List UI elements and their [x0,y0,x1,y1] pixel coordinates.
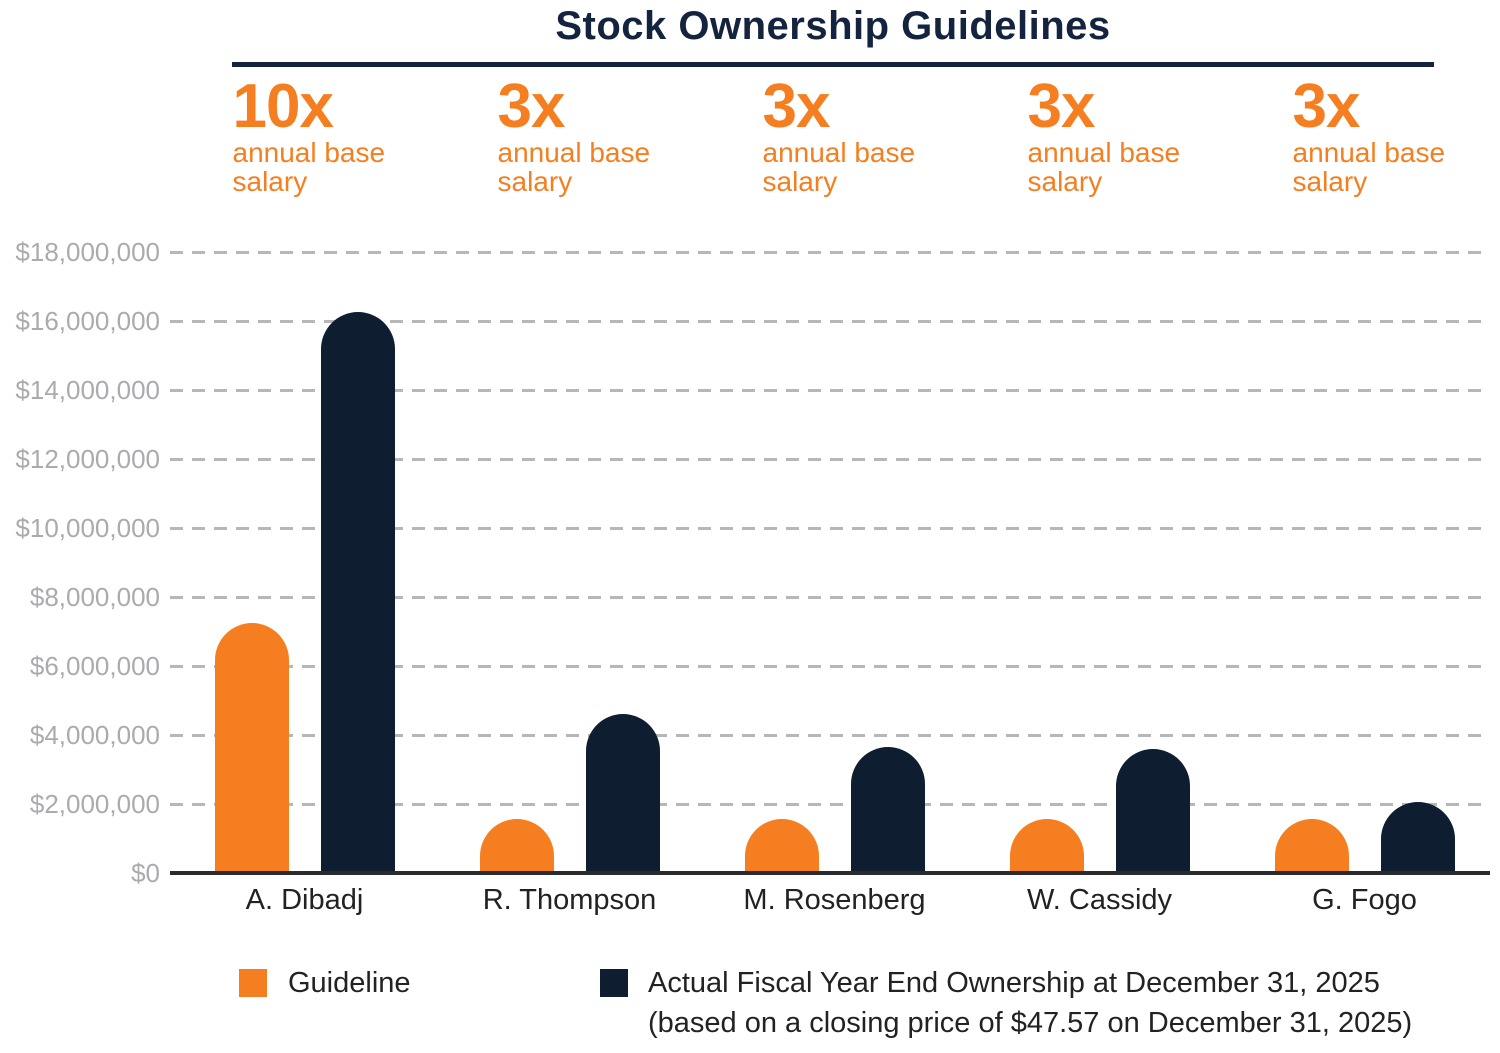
multiplier-label-line1: annual base [1292,137,1446,168]
gridline-18000000 [170,251,1490,254]
multiplier-label-line2: salary [1027,166,1103,197]
y-tick-label-10000000: $10,000,000 [15,513,160,543]
multiplier-value: 10x [232,72,334,141]
bar-actual-a-dibadj [320,312,395,871]
multiplier-label-line1: annual base [1027,137,1181,168]
multiplier-value: 3x [1292,72,1361,141]
x-axis-label-a-dibadj: A. Dibadj [245,884,364,916]
bar-guideline-g-fogo [1274,819,1349,871]
multiplier-w-cassidy: 3x annual base salary [1027,72,1258,197]
bar-guideline-w-cassidy [1009,819,1084,871]
gridline-8000000 [170,596,1490,599]
bar-actual-w-cassidy [1115,749,1190,871]
multiplier-label-line2: salary [232,166,308,197]
bar-actual-m-rosenberg [850,747,925,871]
y-tick-label-4000000: $4,000,000 [29,720,160,750]
y-tick-label-0: $0 [131,858,160,888]
x-axis-line [170,871,1490,875]
multiplier-m-rosenberg: 3x annual base salary [762,72,993,197]
legend-label-actual: Actual Fiscal Year End Ownership at Dece… [648,963,1412,1043]
chart-title: Stock Ownership Guidelines [555,4,1111,48]
multiplier-label-line2: salary [497,166,573,197]
multiplier-label-line2: salary [1292,166,1368,197]
gridline-6000000 [170,665,1490,668]
x-axis-label-m-rosenberg: M. Rosenberg [743,884,926,916]
multiplier-label-line1: annual base [232,137,386,168]
y-tick-label-12000000: $12,000,000 [15,444,160,474]
legend-swatch-actual [600,969,628,997]
x-axis-label-g-fogo: G. Fogo [1312,884,1417,916]
bar-guideline-m-rosenberg [744,819,819,871]
bar-guideline-a-dibadj [214,623,289,871]
bar-guideline-r-thompson [479,819,554,871]
gridline-4000000 [170,734,1490,737]
gridline-16000000 [170,320,1490,323]
y-tick-label-16000000: $16,000,000 [15,306,160,336]
multiplier-r-thompson: 3x annual base salary [497,72,728,197]
y-tick-label-8000000: $8,000,000 [29,582,160,612]
legend-label-guideline: Guideline [288,967,411,999]
y-tick-label-14000000: $14,000,000 [15,375,160,405]
x-axis-label-w-cassidy: W. Cassidy [1026,884,1173,916]
multiplier-value: 3x [1027,72,1096,141]
multiplier-label-line1: annual base [497,137,651,168]
bar-actual-g-fogo [1380,802,1455,871]
y-tick-label-18000000: $18,000,000 [15,237,160,267]
legend-swatch-guideline [239,969,267,997]
x-axis-label-r-thompson: R. Thompson [482,884,657,916]
multiplier-label-line1: annual base [762,137,916,168]
multiplier-a-dibadj: 10x annual base salary [232,72,463,197]
gridline-2000000 [170,803,1490,806]
gridline-12000000 [170,458,1490,461]
y-tick-label-6000000: $6,000,000 [29,651,160,681]
legend-label-actual-line1: Actual Fiscal Year End Ownership at Dece… [648,967,1380,999]
bar-actual-r-thompson [585,714,660,871]
multiplier-value: 3x [762,72,831,141]
gridline-14000000 [170,389,1490,392]
multiplier-value: 3x [497,72,566,141]
gridline-10000000 [170,527,1490,530]
title-underline [232,62,1434,67]
multiplier-g-fogo: 3x annual base salary [1292,72,1500,197]
multiplier-label-line2: salary [762,166,838,197]
legend-label-actual-line2: (based on a closing price of $47.57 on D… [648,1007,1413,1039]
y-tick-label-2000000: $2,000,000 [29,789,160,819]
